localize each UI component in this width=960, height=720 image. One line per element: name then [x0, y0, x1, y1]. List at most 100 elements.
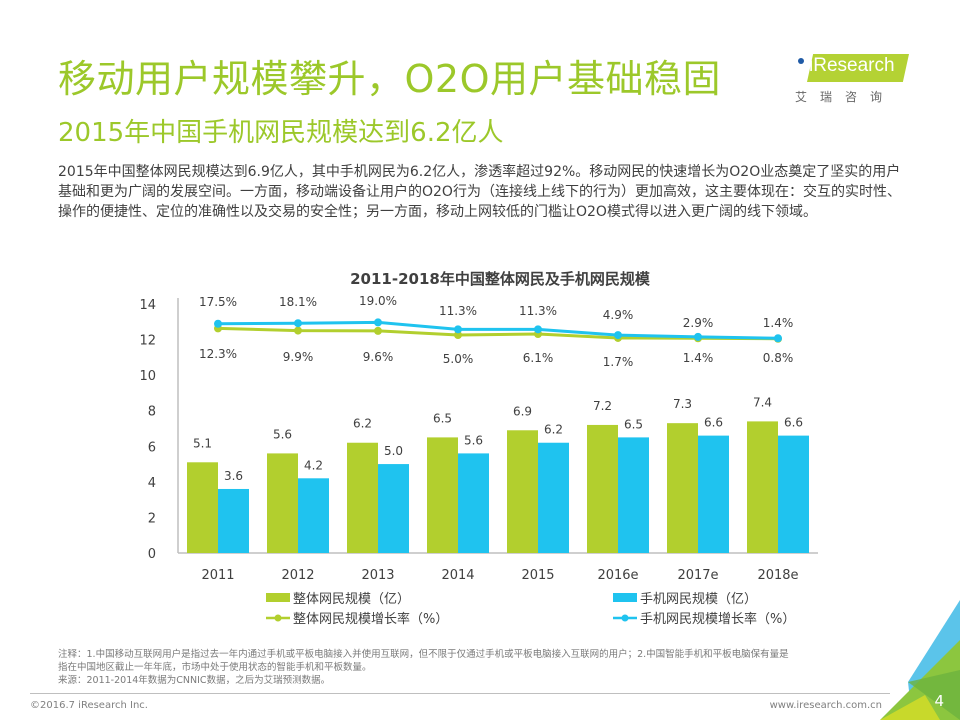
bar-data-label: 4.2: [304, 458, 323, 472]
x-tick-label: 2014: [441, 568, 474, 583]
bar-data-label: 3.6: [224, 469, 243, 483]
y-tick-label: 0: [148, 547, 156, 562]
legend-marker: [274, 614, 282, 622]
bar: [427, 437, 458, 553]
legend-label: 手机网民规模（亿）: [640, 592, 757, 607]
line-data-label: 11.3%: [519, 304, 557, 318]
y-tick-label: 2: [148, 511, 156, 526]
bar-data-label: 5.0: [384, 444, 403, 458]
bar: [778, 435, 809, 553]
copyright: ©2016.7 iResearch Inc.: [30, 700, 148, 711]
bar: [378, 464, 409, 553]
bar-data-label: 6.5: [624, 417, 643, 431]
line-data-label: 2.9%: [683, 316, 714, 330]
line-data-label: 0.8%: [763, 351, 794, 365]
logo-dot-icon: [798, 58, 804, 64]
bar-data-label: 6.2: [544, 423, 563, 437]
bar: [187, 462, 218, 553]
body-paragraph: 2015年中国整体网民规模达到6.9亿人，其中手机网民为6.2亿人，渗透率超过9…: [58, 164, 901, 220]
bar: [667, 423, 698, 553]
x-axis: 2011 2012 2013 2014 2015 2016e 2017e 2018e: [178, 552, 818, 583]
line-point: [774, 334, 782, 343]
bar-data-label: 5.1: [193, 436, 212, 450]
bar-data-label: 6.9: [513, 404, 532, 418]
line-point: [534, 325, 542, 334]
line-data-label: 12.3%: [199, 347, 237, 361]
x-tick-label: 2017e: [677, 568, 718, 583]
note-line-2: 指在中国地区截止一年年底，市场中处于使用状态的智能手机和平板数量。: [58, 662, 372, 673]
logo-text: iResearch: [809, 55, 895, 76]
x-tick-label: 2012: [281, 568, 314, 583]
line-data-label: 9.6%: [363, 350, 394, 364]
bar-data-label: 7.3: [673, 397, 692, 411]
y-tick-label: 12: [139, 334, 156, 349]
legend-label: 整体网民规模（亿）: [293, 592, 410, 607]
chart-title: 2011-2018年中国整体网民及手机网民规模: [350, 270, 651, 288]
y-tick-label: 4: [148, 476, 156, 491]
bar-data-label: 5.6: [464, 433, 483, 447]
bar: [458, 453, 489, 553]
bar: [698, 435, 729, 553]
line-data-label: 1.7%: [603, 355, 634, 369]
bars: 5.1 5.6 6.2 6.5 6.9 7.2 7.3 7.4 3.6 4.2 5.0 5.6 6.2 6…: [187, 395, 809, 553]
note-line-1: 注释：1.中国移动互联网用户是指过去一年内通过手机或平板电脑接入并使用互联网，但…: [58, 649, 789, 660]
logo-subtext: 艾瑞咨询: [795, 90, 896, 104]
footer-divider: [30, 693, 890, 694]
line-point: [454, 325, 462, 334]
bar: [507, 430, 538, 553]
chart: 2011-2018年中国整体网民及手机网民规模 0 2 4 6 8 10 12 14 2011…: [139, 270, 818, 627]
bar-data-label: 7.2: [593, 399, 612, 413]
legend-swatch: [266, 593, 290, 602]
y-tick-label: 14: [139, 298, 156, 313]
x-tick-label: 2013: [361, 568, 394, 583]
line-point: [694, 332, 702, 341]
notes: 注释：1.中国移动互联网用户是指过去一年内通过手机或平板电脑接入并使用互联网，但…: [58, 648, 898, 687]
bar: [747, 421, 778, 553]
series-line: [217, 326, 779, 341]
legend-swatch: [613, 593, 637, 602]
corner-decoration: [880, 600, 960, 720]
source-line: 来源：2011-2014年数据为CNNIC数据，之后为艾瑞预测数据。: [58, 675, 331, 686]
line-point: [294, 319, 302, 328]
line-data-label: 18.1%: [279, 295, 317, 309]
bar: [267, 453, 298, 553]
page-number: 4: [934, 692, 944, 710]
line-point: [294, 326, 302, 335]
page-title: 移动用户规模攀升，O2O用户基础稳固: [58, 57, 721, 101]
line-data-label: 5.0%: [443, 352, 474, 366]
website-link[interactable]: www.iresearch.com.cn: [769, 700, 882, 711]
logo-banner: [807, 54, 909, 82]
line-data-label: 17.5%: [199, 295, 237, 309]
bar: [587, 424, 618, 553]
line-data-label: 9.9%: [283, 350, 314, 364]
lines: 17.5% 18.1% 19.0% 11.3% 11.3% 4.9% 2.9% 1.4% 12.…: [199, 294, 793, 369]
line-point: [374, 326, 382, 335]
bar: [347, 442, 378, 553]
iresearch-logo: iResearch 艾瑞咨询: [795, 50, 925, 110]
bar: [538, 442, 569, 553]
legend-label: 手机网民规模增长率（%）: [640, 611, 795, 627]
series-line: [217, 320, 779, 340]
bar-data-label: 6.5: [433, 411, 452, 425]
page-subtitle: 2015年中国手机网民规模达到6.2亿人: [58, 118, 504, 148]
line-point: [454, 331, 462, 339]
line-data-label: 1.4%: [683, 351, 714, 365]
x-tick-label: 2015: [521, 568, 554, 583]
legend-label: 整体网民规模增长率（%）: [293, 611, 448, 627]
y-tick-label: 6: [148, 440, 156, 455]
line-point: [614, 331, 622, 340]
y-tick-label: 8: [148, 405, 156, 420]
bar-data-label: 6.6: [784, 416, 803, 430]
x-tick-label: 2016e: [597, 568, 638, 583]
line-data-label: 4.9%: [603, 308, 634, 322]
line-data-label: 1.4%: [763, 316, 794, 330]
bar-data-label: 6.6: [704, 416, 723, 430]
line-point: [374, 318, 382, 327]
line-data-label: 19.0%: [359, 294, 397, 308]
bar: [218, 488, 249, 553]
y-axis: 0 2 4 6 8 10 12 14: [139, 298, 179, 562]
bar: [298, 478, 329, 553]
legend-marker: [621, 614, 629, 622]
line-point: [214, 319, 222, 328]
bar-data-label: 7.4: [753, 395, 772, 409]
